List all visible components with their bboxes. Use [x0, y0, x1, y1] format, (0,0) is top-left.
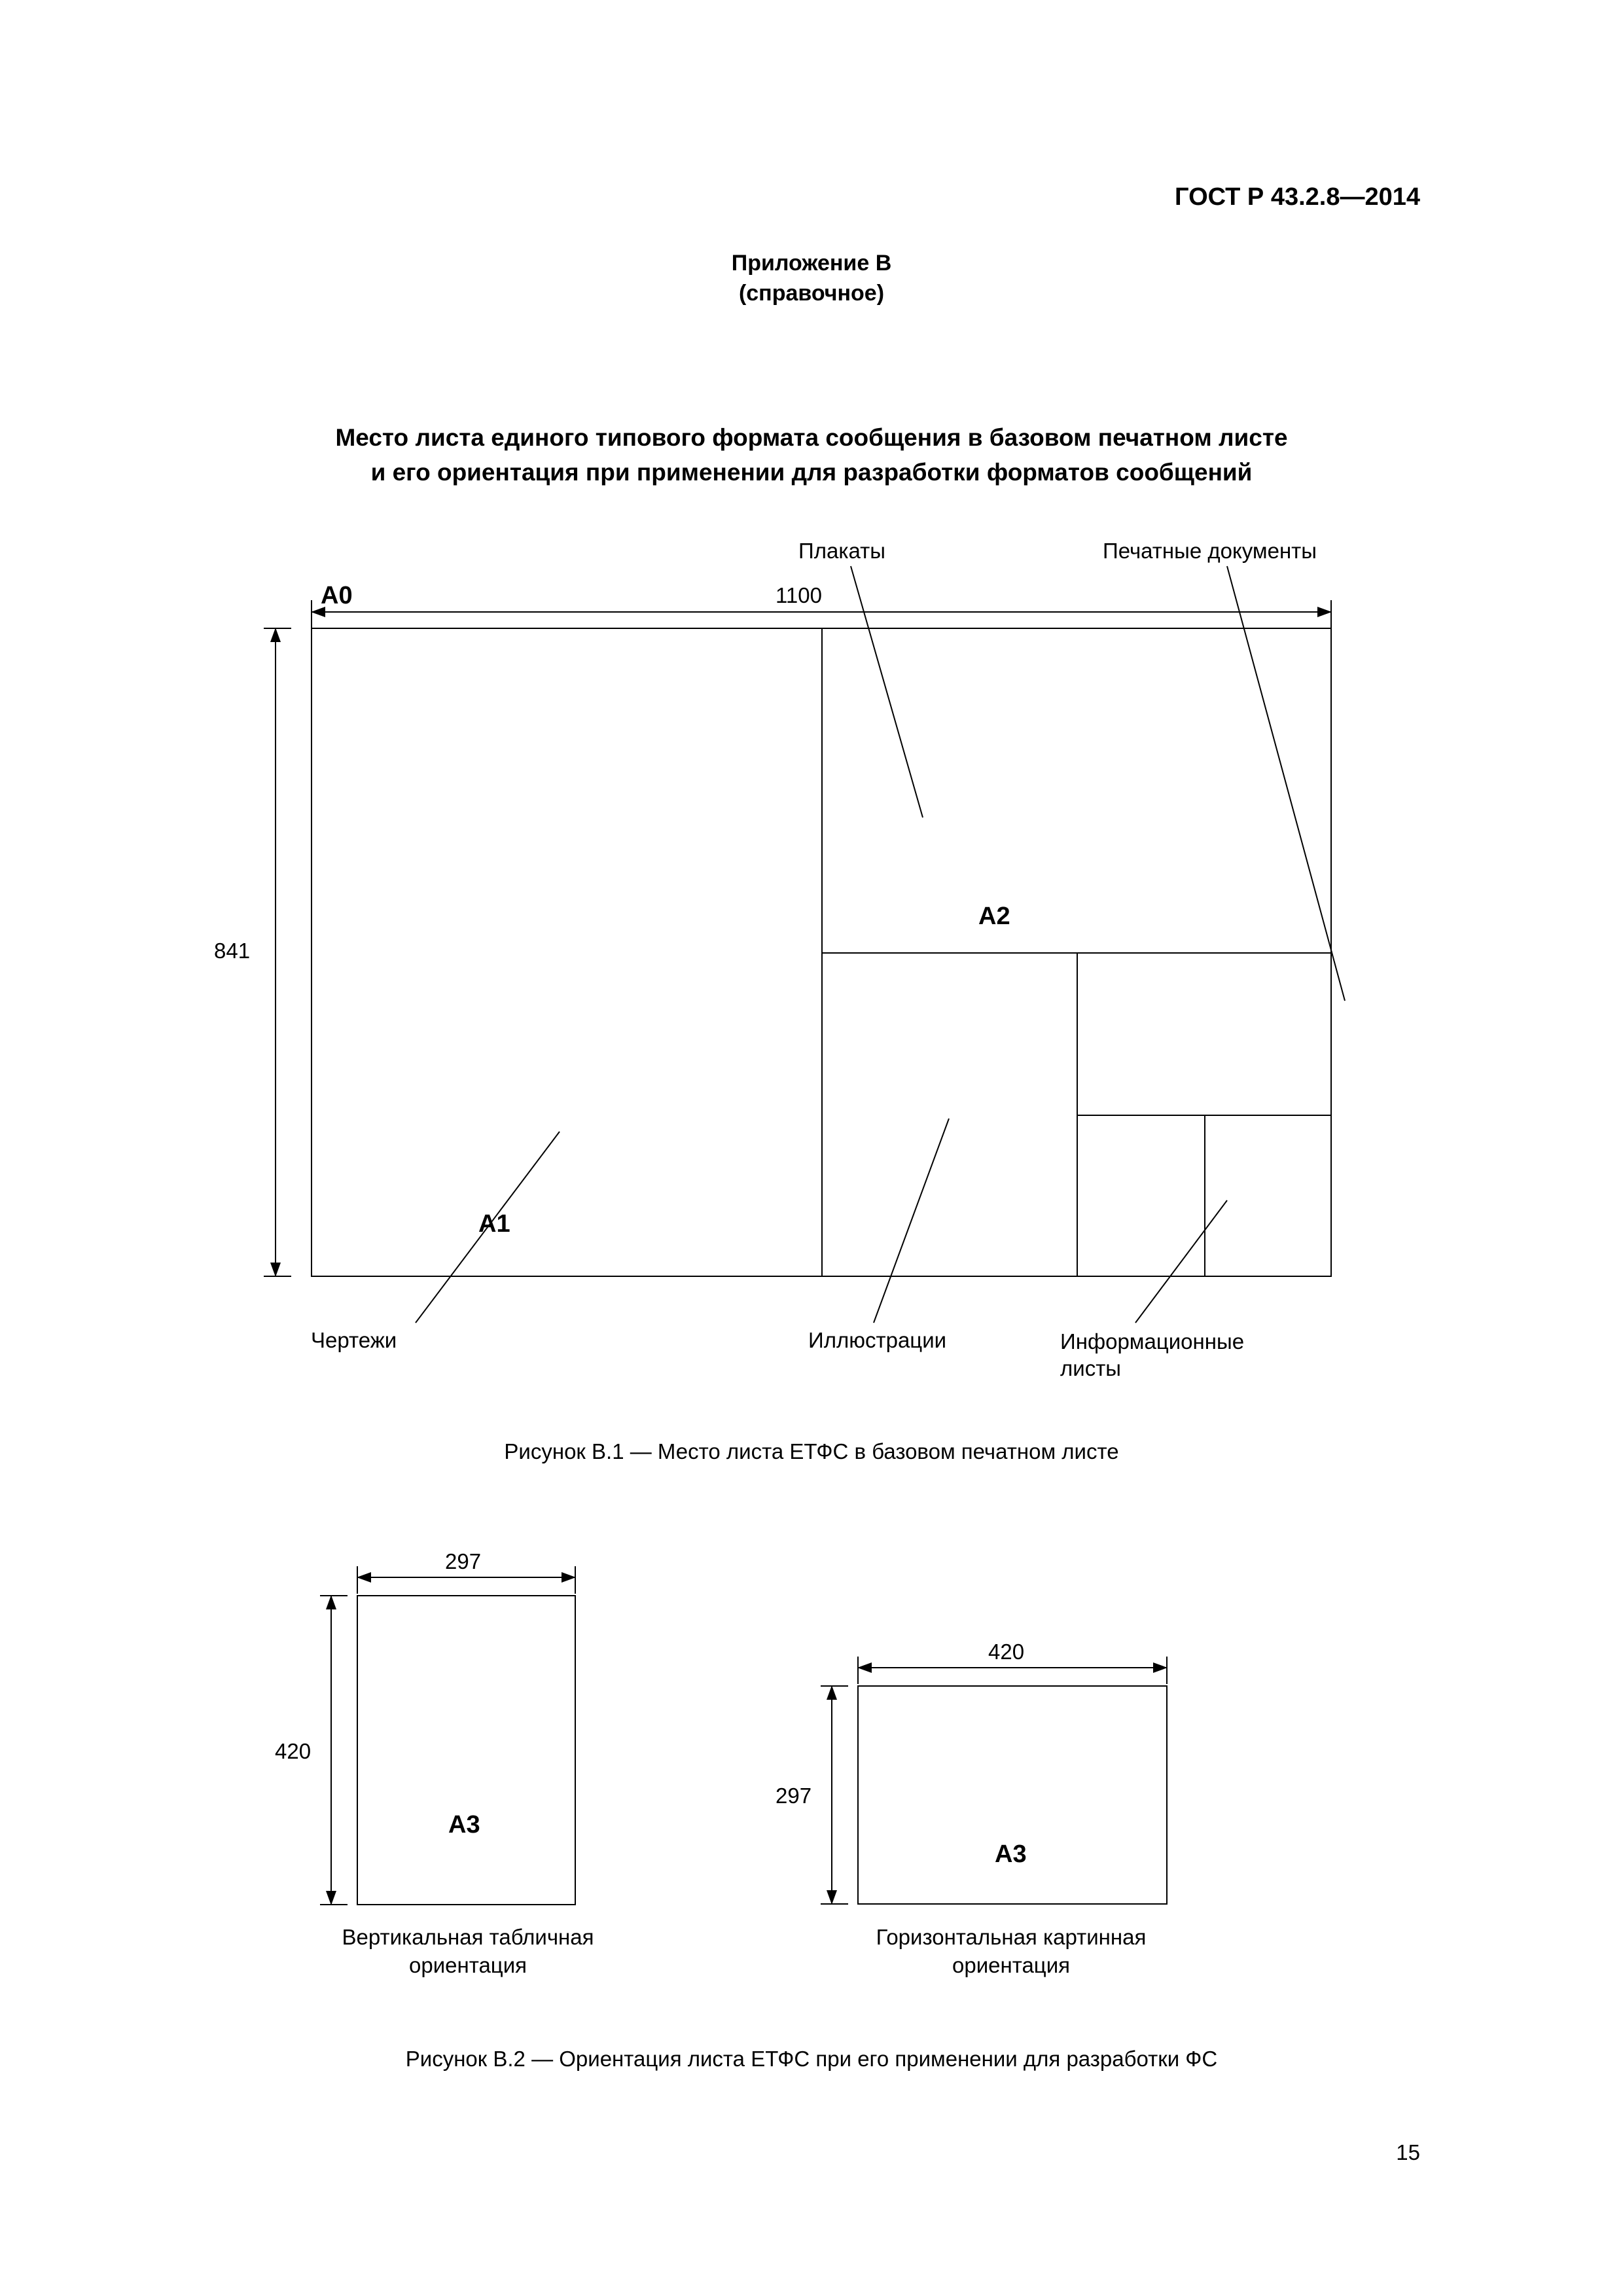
sub-a3h-l1: Горизонтальная картинная	[876, 1925, 1147, 1949]
section-title-line2: и его ориентация при применении для разр…	[157, 455, 1466, 490]
arrow-a3v-lu	[326, 1595, 336, 1609]
section-title: Место листа единого типового формата соо…	[157, 420, 1466, 490]
dim-a3h-w: 420	[988, 1640, 1024, 1664]
tick-a3h-tr	[1166, 1657, 1168, 1684]
page-number: 15	[1396, 2140, 1420, 2165]
rect-a3-vertical	[357, 1595, 576, 1905]
sub-a3h-l2: ориентация	[952, 1953, 1070, 1977]
tick-a3v-lb	[320, 1904, 348, 1905]
sub-a3-horizontal: Горизонтальная картинная ориентация	[841, 1924, 1181, 1980]
tick-a3v-lt	[320, 1595, 348, 1596]
label-a3-vertical: А3	[448, 1811, 480, 1839]
sub-a3-vertical: Вертикальная табличная ориентация	[317, 1924, 618, 1980]
sub-a3v-l2: ориентация	[409, 1953, 527, 1977]
tick-a3v-tr	[575, 1566, 576, 1594]
tick-a3h-lb	[821, 1903, 848, 1905]
dim-a3h-h: 297	[776, 1784, 812, 1808]
figure-1-caption: Рисунок В.1 — Место листа ЕТФС в базовом…	[157, 1439, 1466, 1464]
dim-line-a3v-top	[357, 1577, 576, 1578]
arrow-a3h-lu	[827, 1685, 837, 1700]
dim-a3v-w: 297	[445, 1549, 481, 1574]
figure-2-caption: Рисунок В.2 — Ориентация листа ЕТФС при …	[157, 2047, 1466, 2072]
dim-line-a3h-left	[831, 1685, 832, 1905]
tick-a3h-tl	[857, 1657, 859, 1684]
tick-a3v-tl	[357, 1566, 358, 1594]
arrow-a3v-tr	[562, 1572, 576, 1583]
section-title-line1: Место листа единого типового формата соо…	[157, 420, 1466, 456]
arrow-a3v-ld	[326, 1891, 336, 1905]
arrow-a3h-tr	[1153, 1662, 1168, 1673]
leader-lines	[206, 516, 1417, 1400]
tick-a3h-lt	[821, 1685, 848, 1687]
appendix-title: Приложение В (справочное)	[157, 249, 1466, 309]
dim-line-a3h-top	[857, 1667, 1168, 1668]
label-a3-horizontal: А3	[995, 1840, 1027, 1869]
figure-2: 297 420 А3 Вертикальная табличная ориент…	[206, 1530, 1417, 1975]
dim-a3v-h: 420	[275, 1739, 311, 1764]
appendix-title-sub: (справочное)	[157, 279, 1466, 309]
rect-a3-horizontal	[857, 1685, 1168, 1905]
arrow-a3h-tl	[857, 1662, 872, 1673]
appendix-title-main: Приложение В	[157, 249, 1466, 279]
page: ГОСТ Р 43.2.8—2014 Приложение В (справоч…	[0, 0, 1623, 2296]
figure-1: 1100 841 А0 А1 А2 Плакаты Печатные докум…	[206, 516, 1417, 1400]
arrow-a3v-tl	[357, 1572, 371, 1583]
arrow-a3h-ld	[827, 1890, 837, 1905]
sub-a3v-l1: Вертикальная табличная	[342, 1925, 594, 1949]
document-header: ГОСТ Р 43.2.8—2014	[1175, 183, 1420, 211]
dim-line-a3v-left	[330, 1595, 332, 1905]
